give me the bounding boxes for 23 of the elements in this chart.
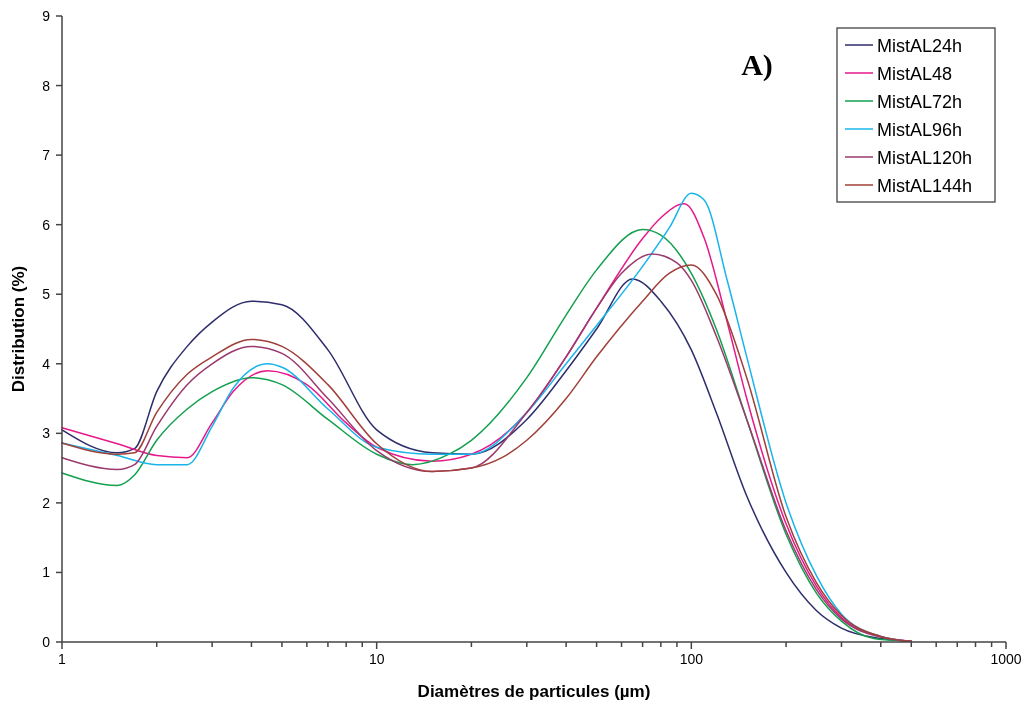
y-tick-label: 5	[42, 286, 51, 303]
y-axis-title: Distribution (%)	[9, 265, 28, 393]
y-tick-label: 2	[42, 494, 51, 511]
y-tick-label: 4	[42, 355, 51, 372]
legend-label: MistAL48	[877, 64, 953, 84]
y-tick-label: 9	[42, 8, 51, 24]
x-tick-label: 10	[368, 651, 385, 667]
annotation: A)	[741, 48, 773, 82]
y-tick-label: 8	[42, 77, 51, 94]
y-tick-label: 3	[42, 425, 51, 442]
x-tick-label: 1000	[990, 651, 1022, 667]
x-tick-label: 1	[58, 651, 67, 667]
x-axis-title: Diamètres de particules (µm)	[417, 682, 651, 701]
y-tick-label: 6	[42, 216, 51, 233]
legend-label: MistAL96h	[877, 120, 963, 140]
legend-label: MistAL144h	[877, 176, 973, 196]
x-tick-label: 100	[679, 651, 704, 667]
y-tick-label: 0	[42, 634, 51, 650]
y-tick-label: 1	[42, 564, 51, 581]
legend-label: MistAL24h	[877, 36, 963, 56]
legend-label: MistAL120h	[877, 148, 973, 168]
legend-label: MistAL72h	[877, 92, 963, 112]
y-tick-label: 7	[42, 147, 51, 164]
